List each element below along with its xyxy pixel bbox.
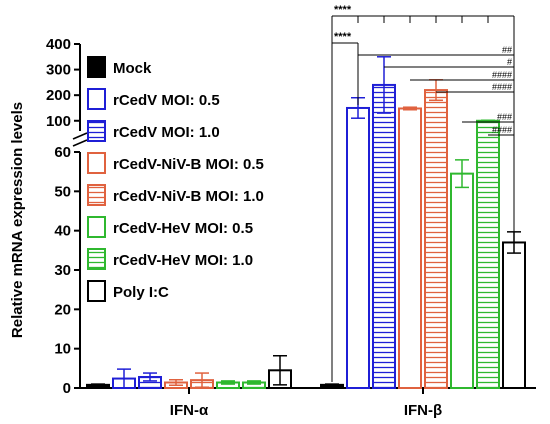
bar [398, 107, 422, 389]
legend: Mock rCedV MOI: 0.5 rCedV MOI: 1.0 rCedV-Ni… [87, 56, 264, 302]
legend-label: rCedV-NiV-B MOI: 1.0 [113, 188, 264, 205]
significance-label: ### [497, 112, 512, 122]
legend-swatch [87, 88, 106, 110]
legend-label: Poly I:C [113, 284, 169, 301]
significance-label: #### [492, 125, 512, 135]
legend-swatch [87, 280, 106, 302]
bar [346, 106, 370, 390]
y-tick-label: 60 [54, 144, 71, 161]
x-tick-label: IFN-α [170, 402, 209, 419]
y-tick-label: 0 [63, 380, 71, 397]
legend-label: rCedV-HeV MOI: 0.5 [113, 220, 253, 237]
y-tick-label: 400 [46, 36, 71, 53]
bar [476, 119, 500, 389]
bars [86, 56, 526, 390]
y-tick-label: 200 [46, 87, 71, 104]
significance-label: ## [502, 45, 512, 55]
bar [372, 83, 396, 390]
y-axis-title: Relative mRNA expression levels [9, 102, 26, 338]
significance-annotations: ********################## [331, 4, 515, 382]
legend-swatch [87, 248, 106, 270]
bar [424, 89, 448, 389]
legend-swatch [87, 184, 106, 206]
y-tick-label: 10 [54, 341, 71, 358]
legend-swatch [87, 216, 106, 238]
y-tick-label: 20 [54, 301, 71, 318]
y-tick-label: 100 [46, 113, 71, 130]
bar [502, 241, 526, 389]
y-tick-label: 30 [54, 262, 71, 279]
legend-swatch [87, 120, 106, 142]
axis-break-mark [72, 132, 88, 140]
legend-swatch [87, 56, 106, 78]
axis-break-mark [72, 139, 88, 147]
legend-label: rCedV MOI: 1.0 [113, 124, 220, 141]
legend-label: Mock [113, 60, 152, 77]
axes: 0 10 20 30 40 50 60 100 200 300 400 IFN-α IFN-β [46, 36, 536, 419]
significance-label: **** [334, 31, 352, 43]
legend-swatch [87, 152, 106, 174]
legend-label: rCedV-NiV-B MOI: 0.5 [113, 156, 264, 173]
y-tick-label: 40 [54, 223, 71, 240]
significance-label: # [507, 57, 512, 67]
significance-label: **** [334, 4, 352, 16]
legend-label: rCedV-HeV MOI: 1.0 [113, 252, 253, 269]
y-tick-label: 300 [46, 62, 71, 79]
legend-label: rCedV MOI: 0.5 [113, 92, 220, 109]
y-tick-label: 50 [54, 183, 71, 200]
significance-label: #### [492, 82, 512, 92]
significance-label: #### [492, 70, 512, 80]
x-tick-label: IFN-β [404, 402, 442, 419]
bar [450, 172, 474, 389]
